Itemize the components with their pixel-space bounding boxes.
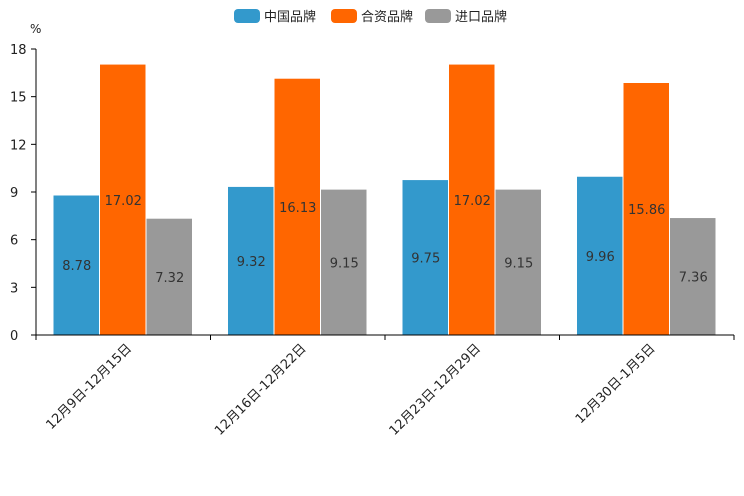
- bar-value-label: 15.86: [628, 203, 665, 218]
- y-tick-label: 9: [10, 186, 18, 201]
- bar-value-label: 9.96: [586, 250, 615, 265]
- bar-value-label: 9.32: [237, 255, 266, 270]
- x-axis: 12月9日-12月15日 12月16日-12月22日 12月23日-12月29日 12…: [35, 334, 735, 439]
- bar: [670, 218, 716, 335]
- bars: 8.78 9.32 9.75 9.96 17.02 16.13 17.02 15.86 7.32…: [53, 64, 716, 336]
- bar-value-label: 9.15: [330, 256, 359, 271]
- x-tick-label: 12月30日-1月5日: [573, 341, 659, 427]
- bar: [274, 78, 320, 335]
- legend-label: 中国品牌: [264, 9, 316, 25]
- y-axis-unit-label: %: [30, 22, 41, 36]
- bar: [321, 189, 367, 335]
- legend-swatch: [234, 9, 260, 23]
- x-tick-label: 12月16日-12月22日: [212, 341, 309, 438]
- y-tick-label: 3: [10, 281, 18, 296]
- legend-swatch: [425, 9, 451, 23]
- bar-value-label: 16.13: [279, 201, 316, 216]
- bar: [402, 180, 448, 335]
- y-tick-label: 18: [10, 43, 27, 58]
- bar: [228, 186, 274, 335]
- x-tick-label: 12月9日-12月15日: [43, 341, 135, 433]
- y-tick-label: 6: [10, 234, 18, 249]
- bar: [100, 64, 146, 336]
- bar-value-label: 17.02: [454, 194, 491, 209]
- bar-value-label: 9.15: [504, 256, 533, 271]
- legend-label: 进口品牌: [455, 9, 507, 25]
- legend-label: 合资品牌: [361, 9, 413, 25]
- bar: [146, 218, 192, 335]
- legend-swatch: [331, 9, 357, 23]
- bar: [623, 83, 669, 335]
- bar-value-label: 8.78: [62, 259, 91, 274]
- y-tick-label: 0: [10, 329, 18, 344]
- y-tick-label: 12: [10, 138, 27, 153]
- bar-value-label: 9.75: [411, 252, 440, 267]
- bar-value-label: 7.32: [155, 271, 184, 286]
- bar-value-label: 17.02: [105, 194, 142, 209]
- bar-value-label: 7.36: [679, 271, 708, 286]
- bar: [449, 64, 495, 336]
- bar: [495, 189, 541, 335]
- bar: [53, 195, 99, 335]
- y-axis: 0 3 6 9 12 15 18: [10, 43, 37, 344]
- y-tick-label: 15: [10, 91, 27, 106]
- bar: [577, 176, 623, 335]
- x-tick-label: 12月23日-12月29日: [387, 341, 484, 438]
- legend: 中国品牌 合资品牌 进口品牌: [234, 9, 507, 25]
